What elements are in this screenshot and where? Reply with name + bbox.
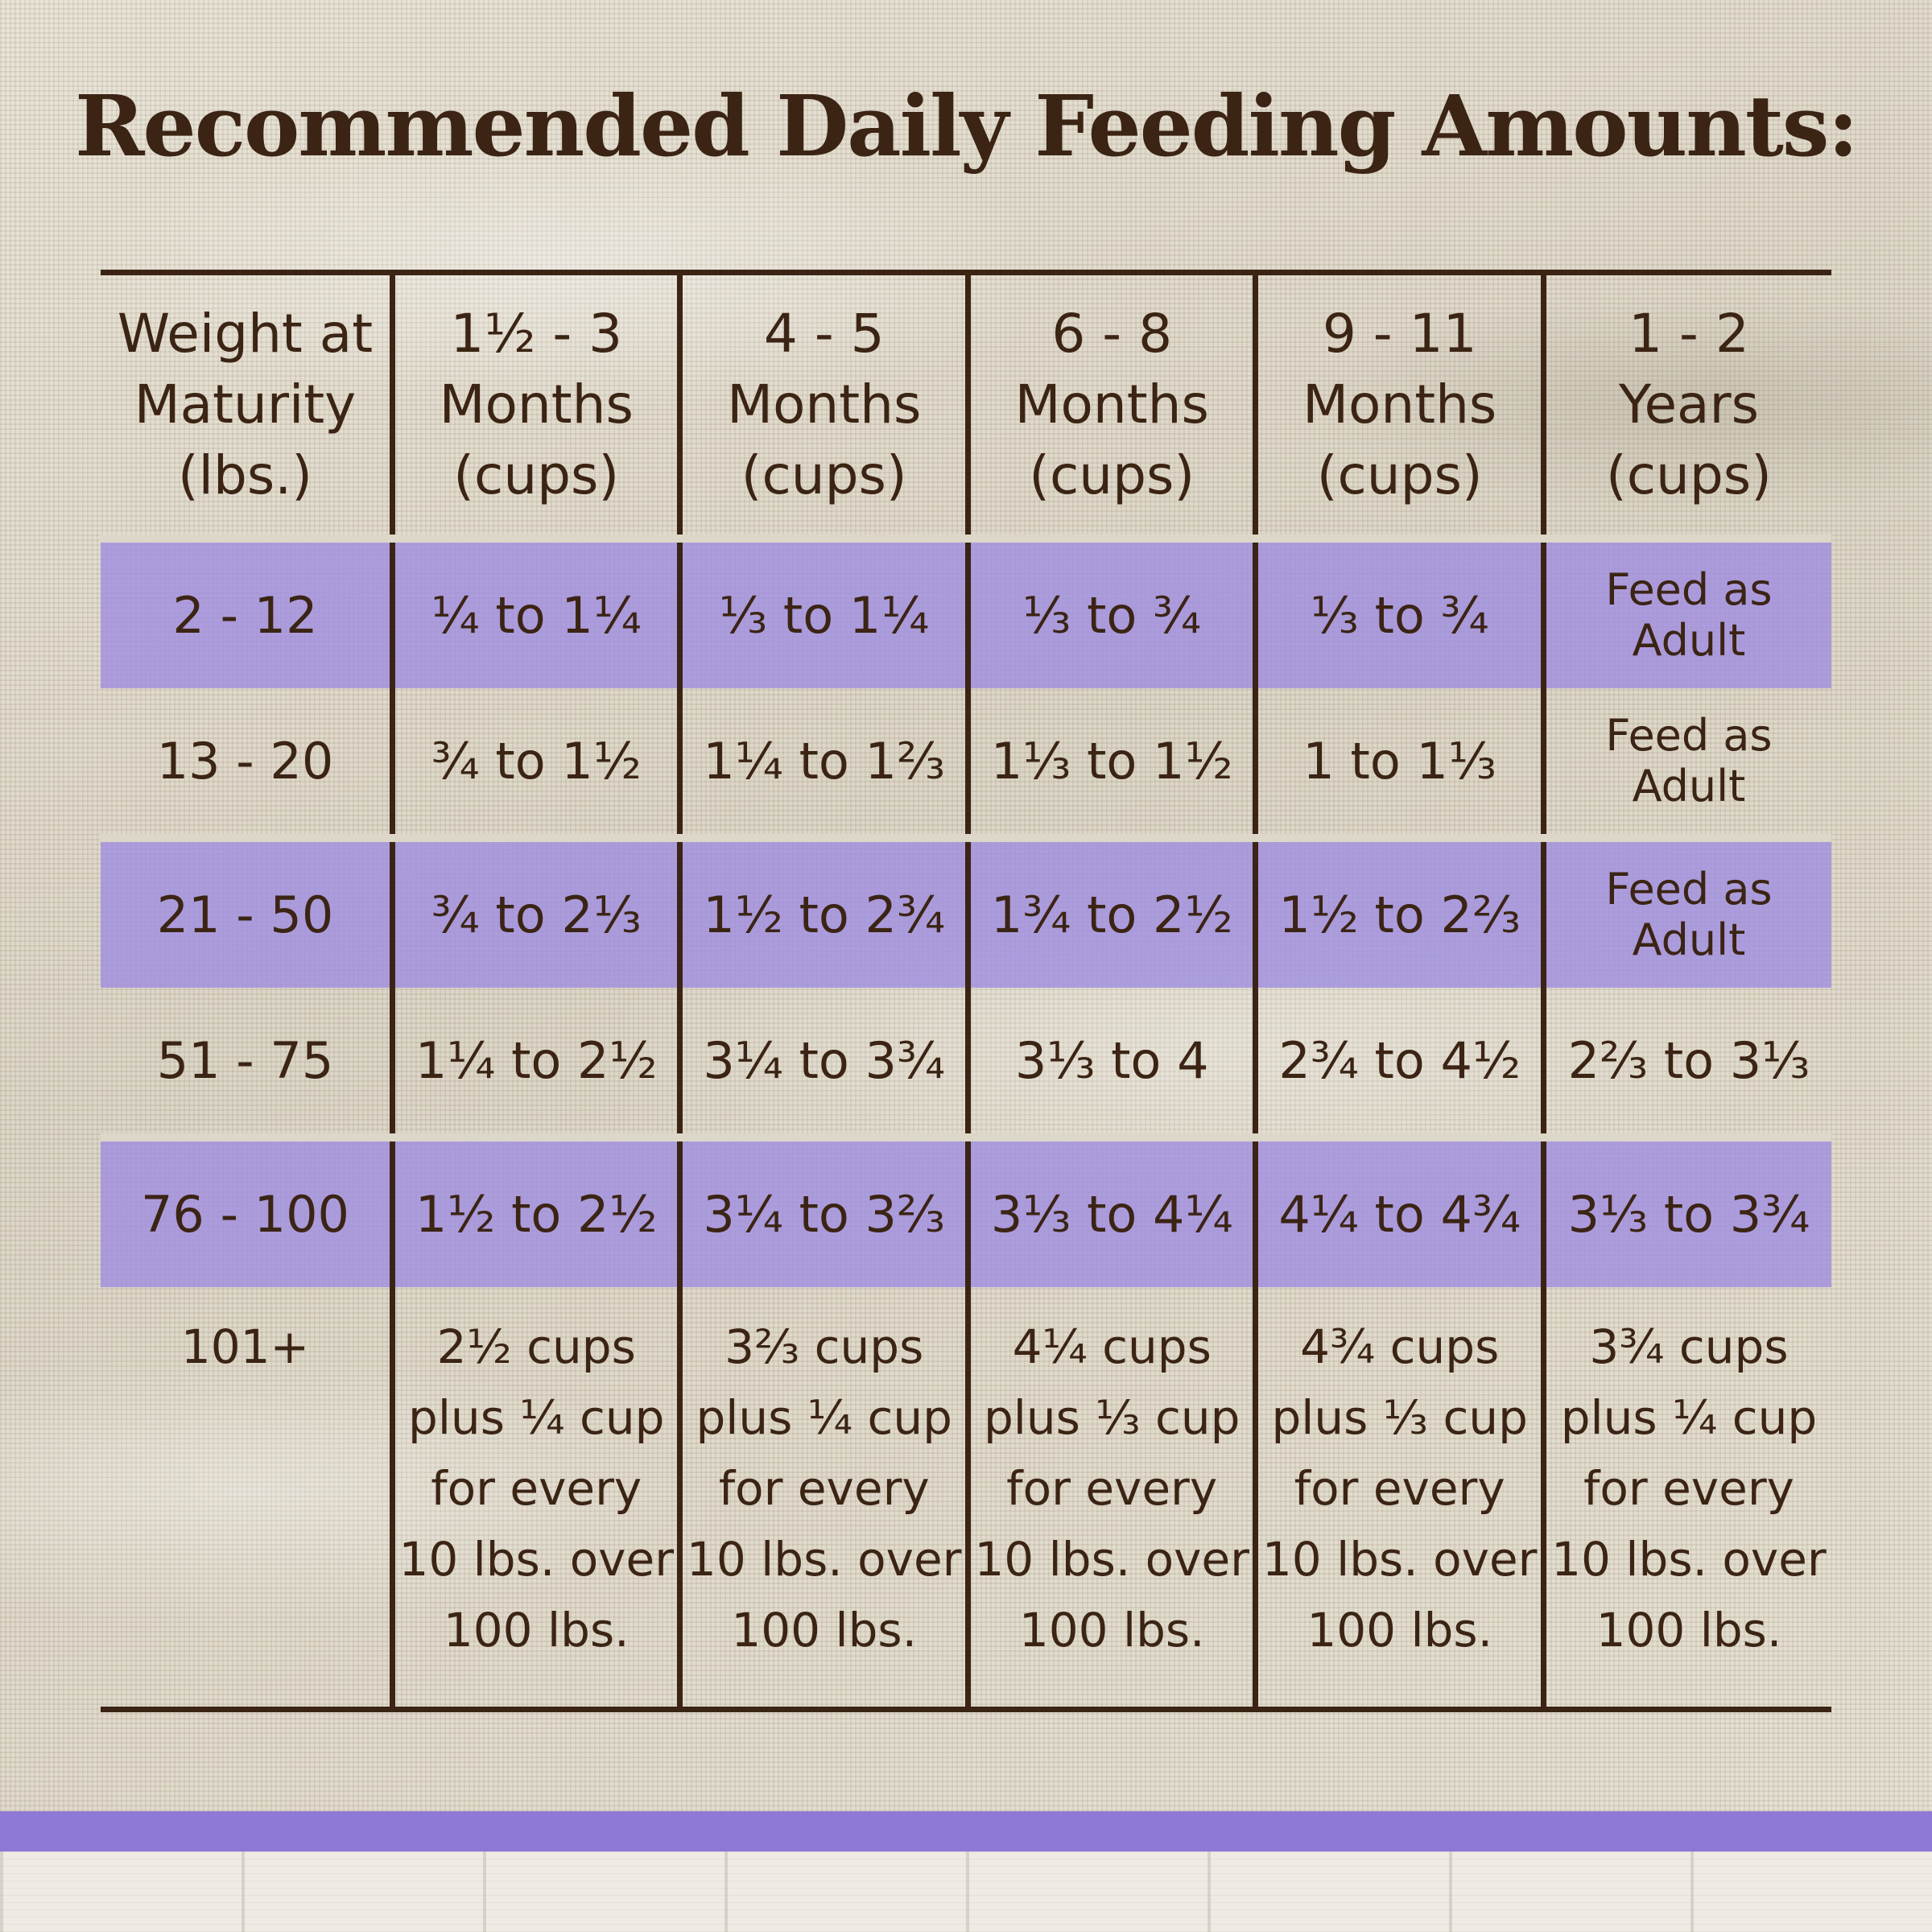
- amount-cell: Feed as Adult: [1540, 687, 1831, 838]
- header-age-1: 1½ - 3 Months (cups): [389, 272, 680, 541]
- table-row: 2 - 12 ¼ to 1¼ ⅓ to 1¼ ⅓ to ¾ ⅓ to ¾ Fee…: [101, 534, 1831, 688]
- header-age-4: 9 - 11 Months (cups): [1253, 272, 1544, 541]
- amount-cell: 1¾ to 2½: [964, 833, 1256, 988]
- amount-text: 2½ cups plus ¼ cup for every 10 lbs. ove…: [398, 1319, 675, 1657]
- amount-cell: 1 to 1⅓: [1253, 687, 1544, 838]
- wood-floor-strip: [0, 1852, 1932, 1932]
- amount-text: 3⅔ cups plus ¼ cup for every 10 lbs. ove…: [686, 1319, 962, 1657]
- amount-cell: 4¼ cups plus ⅓ cup for every 10 lbs. ove…: [964, 1286, 1256, 1710]
- weight-cell: 13 - 20: [156, 731, 334, 791]
- header-label: 1½ - 3 Months (cups): [439, 302, 634, 506]
- weight-cell: 76 - 100: [101, 1133, 393, 1287]
- amount-cell: 1½ to 2¾: [677, 833, 968, 988]
- amount-cell: ¾ to 1½: [389, 687, 680, 838]
- weight-cell: 51 - 75: [156, 1030, 334, 1090]
- header-label: Weight at Maturity (lbs.): [117, 302, 374, 506]
- amount-cell: 2½ cups plus ¼ cup for every 10 lbs. ove…: [389, 1286, 680, 1710]
- amount-cell: ¼ to 1¼: [389, 534, 680, 688]
- header-label: 1 - 2 Years (cups): [1606, 302, 1772, 506]
- amount-cell: 3⅓ to 4: [964, 987, 1256, 1137]
- amount-cell: ⅓ to 1¼: [677, 534, 968, 688]
- feeding-table: Weight at Maturity (lbs.) 1½ - 3 Months …: [101, 270, 1831, 1712]
- weight-cell: 101+: [101, 1287, 393, 1710]
- amount-cell: ⅓ to ¾: [964, 534, 1256, 688]
- amount-cell: 3¼ to 3¾: [677, 987, 968, 1137]
- amount-cell: 1⅓ to 1½: [964, 687, 1256, 838]
- table-row: 51 - 75 1¼ to 2½ 3¼ to 3¾ 3⅓ to 4 2¾ to …: [101, 987, 1831, 1137]
- weight-cell: 2 - 12: [101, 534, 393, 688]
- feeding-table-container: Weight at Maturity (lbs.) 1½ - 3 Months …: [101, 270, 1831, 1725]
- amount-cell: 3⅔ cups plus ¼ cup for every 10 lbs. ove…: [677, 1286, 968, 1710]
- header-weight: Weight at Maturity (lbs.): [101, 272, 393, 541]
- amount-cell: 1¼ to 1⅔: [677, 687, 968, 838]
- header-label: 4 - 5 Months (cups): [727, 302, 922, 506]
- amount-cell: 3⅓ to 4¼: [964, 1133, 1256, 1287]
- amount-cell: 2⅔ to 3⅓: [1540, 987, 1831, 1137]
- amount-cell: 2¾ to 4½: [1253, 987, 1544, 1137]
- table-row: 13 - 20 ¾ to 1½ 1¼ to 1⅔ 1⅓ to 1½ 1 to 1…: [101, 687, 1831, 838]
- amount-cell: ⅓ to ¾: [1253, 534, 1544, 688]
- amount-cell: 4¼ to 4¾: [1253, 1133, 1544, 1287]
- amount-text: 4¾ cups plus ⅓ cup for every 10 lbs. ove…: [1261, 1319, 1538, 1657]
- weight-label: 101+: [180, 1319, 310, 1374]
- header-label: 9 - 11 Months (cups): [1302, 302, 1497, 506]
- amount-text: 3¾ cups plus ¼ cup for every 10 lbs. ove…: [1551, 1319, 1827, 1657]
- amount-cell: 3¼ to 3⅔: [677, 1133, 968, 1287]
- header-row: Weight at Maturity (lbs.) 1½ - 3 Months …: [101, 272, 1831, 541]
- amount-cell: 3⅓ to 3¾: [1540, 1133, 1831, 1287]
- header-age-2: 4 - 5 Months (cups): [677, 272, 968, 541]
- table-row: 101+ 2½ cups plus ¼ cup for every 10 lbs…: [101, 1286, 1831, 1710]
- weight-cell: 21 - 50: [101, 833, 393, 988]
- amount-cell: 1½ to 2⅔: [1253, 833, 1544, 988]
- header-age-3: 6 - 8 Months (cups): [964, 272, 1256, 541]
- amount-text: 4¼ cups plus ⅓ cup for every 10 lbs. ove…: [974, 1319, 1250, 1657]
- header-age-5: 1 - 2 Years (cups): [1540, 272, 1831, 541]
- header-label: 6 - 8 Months (cups): [1014, 302, 1209, 506]
- amount-cell: Feed as Adult: [1540, 833, 1831, 988]
- bottom-accent-bar: [0, 1811, 1932, 1852]
- amount-cell: 4¾ cups plus ⅓ cup for every 10 lbs. ove…: [1253, 1286, 1544, 1710]
- page-title: Recommended Daily Feeding Amounts:: [75, 76, 1859, 175]
- amount-cell: 1½ to 2½: [389, 1133, 680, 1287]
- amount-cell: 1¼ to 2½: [389, 987, 680, 1137]
- table-row: 21 - 50 ¾ to 2⅓ 1½ to 2¾ 1¾ to 2½ 1½ to …: [101, 833, 1831, 988]
- amount-cell: 3¾ cups plus ¼ cup for every 10 lbs. ove…: [1540, 1286, 1831, 1710]
- amount-cell: ¾ to 2⅓: [389, 833, 680, 988]
- table-row: 76 - 100 1½ to 2½ 3¼ to 3⅔ 3⅓ to 4¼ 4¼ t…: [101, 1133, 1831, 1287]
- amount-cell: Feed as Adult: [1540, 534, 1831, 688]
